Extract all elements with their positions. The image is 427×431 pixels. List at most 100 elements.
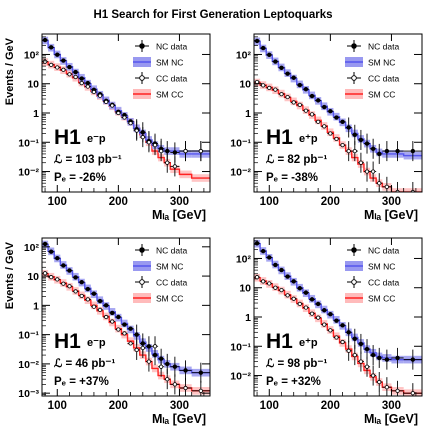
point-nc-data — [172, 150, 178, 155]
point-nc-data — [352, 336, 357, 341]
legend-marker — [351, 279, 357, 285]
y-axis-label: Events / GeV — [4, 241, 16, 309]
point-cc-data — [279, 287, 284, 293]
legend-label: CC data — [156, 74, 187, 84]
point-nc-data — [116, 314, 121, 320]
point-cc-data — [110, 319, 115, 324]
y-tick-label: 1 — [33, 108, 39, 120]
point-nc-data — [128, 326, 133, 331]
point-nc-data — [134, 332, 139, 337]
point-cc-data — [291, 296, 296, 301]
point-cc-data — [358, 359, 364, 364]
point-nc-data — [410, 148, 416, 154]
point-cc-data — [79, 293, 84, 299]
point-nc-data — [61, 263, 66, 268]
point-nc-data — [279, 65, 284, 71]
legend-label: SM CC — [156, 294, 183, 304]
legend-label: SM NC — [156, 262, 183, 272]
y-tick-label: 1 — [245, 312, 251, 324]
point-nc-data — [260, 45, 266, 51]
y-tick-label: 10² — [24, 49, 40, 61]
point-nc-data — [315, 301, 321, 307]
y-tick-label: 10 — [239, 79, 251, 91]
legend-label: SM NC — [368, 262, 395, 272]
point-cc-data — [346, 148, 351, 154]
point-cc-data — [346, 348, 351, 353]
legend-label: CC data — [368, 74, 399, 84]
point-nc-data — [97, 298, 103, 304]
beam-label: e⁺p — [299, 337, 318, 349]
point-nc-data — [67, 268, 72, 273]
beam-label: e⁻p — [87, 133, 106, 145]
point-cc-data — [85, 297, 90, 302]
point-cc-data — [371, 373, 376, 378]
legend-label: NC data — [156, 246, 187, 256]
point-cc-data — [183, 148, 188, 154]
y-tick-label: 10 — [239, 283, 251, 295]
x-axis-label: Mₗₐ [GeV] — [152, 412, 206, 426]
beam-label: e⁻p — [87, 337, 106, 349]
polarisation-label: Pₑ = -38% — [266, 172, 318, 184]
point-nc-data — [73, 275, 78, 280]
y-tick-label: 10⁻¹ — [18, 330, 39, 342]
point-nc-data — [328, 109, 333, 114]
point-cc-data — [328, 131, 333, 136]
point-nc-data — [172, 364, 178, 369]
point-cc-data — [55, 65, 60, 70]
point-cc-data — [297, 102, 302, 107]
point-nc-data — [322, 104, 327, 110]
point-cc-data — [371, 169, 376, 174]
point-cc-data — [110, 103, 115, 108]
luminosity-label: ℒ = 46 pb⁻¹ — [54, 357, 115, 370]
plot-area — [42, 36, 210, 182]
legend-marker — [351, 43, 357, 49]
x-axis-label: Mₗₐ [GeV] — [152, 208, 206, 222]
panel-top-right: 100 200 300 10⁻² 10⁻¹ 1 10 10² Mₗₐ [GeV] NC data S… — [230, 33, 423, 222]
point-cc-data — [198, 388, 203, 393]
point-nc-data — [122, 322, 127, 327]
point-cc-data — [159, 364, 164, 369]
point-cc-data — [128, 121, 133, 126]
y-tick-label: 1 — [33, 300, 39, 312]
point-cc-data — [134, 128, 139, 133]
point-cc-data — [134, 347, 139, 353]
point-nc-data — [55, 52, 60, 57]
point-nc-data — [260, 248, 266, 254]
point-cc-data — [316, 315, 321, 320]
legend-marker — [139, 75, 145, 81]
point-cc-data — [384, 385, 389, 390]
point-cc-data — [410, 391, 415, 396]
x-tick-label: 100 — [48, 196, 67, 208]
x-axis-label: Mₗₐ [GeV] — [364, 208, 418, 222]
point-cc-data — [384, 184, 389, 189]
h1-logo-text: H1 — [266, 330, 293, 353]
point-cc-data — [152, 344, 158, 349]
point-cc-data — [67, 72, 72, 77]
point-nc-data — [410, 357, 416, 362]
point-cc-data — [73, 289, 78, 294]
point-nc-data — [267, 255, 272, 260]
point-nc-data — [73, 69, 78, 75]
point-nc-data — [146, 344, 152, 349]
point-cc-data — [79, 81, 84, 86]
polarisation-label: Pₑ = +37% — [54, 376, 109, 388]
x-tick-label: 100 — [48, 400, 67, 412]
point-nc-data — [377, 151, 382, 157]
point-nc-data — [328, 311, 333, 317]
point-nc-data — [340, 119, 345, 125]
legend-label: NC data — [156, 42, 187, 52]
point-nc-data — [377, 355, 382, 361]
point-nc-data — [198, 370, 204, 375]
point-cc-data — [140, 345, 145, 351]
h1-logo-text: H1 — [266, 126, 293, 149]
point-nc-data — [309, 93, 315, 99]
x-tick-label: 200 — [321, 400, 340, 412]
plot-area — [42, 240, 210, 396]
point-nc-data — [340, 323, 345, 328]
point-nc-data — [48, 249, 54, 254]
point-cc-data — [67, 284, 72, 289]
point-cc-data — [285, 94, 290, 100]
point-cc-data — [172, 164, 177, 169]
line-sm-nc — [42, 243, 210, 374]
point-cc-data — [267, 281, 272, 286]
